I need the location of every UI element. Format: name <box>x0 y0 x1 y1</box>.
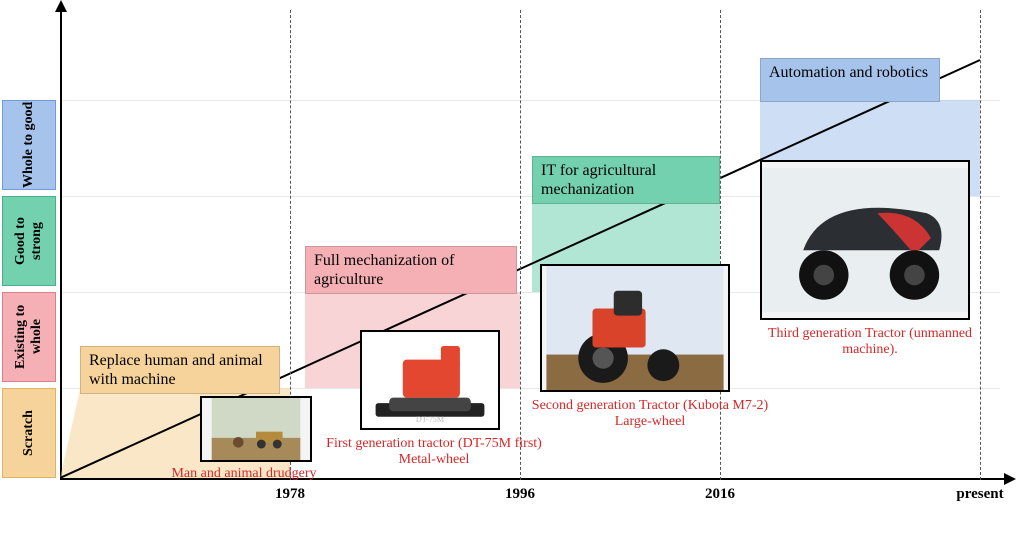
photo-first-gen: DT-75M <box>360 330 500 430</box>
svg-text:DT-75M: DT-75M <box>416 415 445 424</box>
y-level-whole: Whole to good <box>2 100 56 190</box>
x-dash <box>520 10 521 480</box>
x-dash <box>980 10 981 480</box>
step-scratch-box: Replace human and animal with machine <box>80 346 280 394</box>
y-level-good: Good to strong <box>2 196 56 286</box>
x-tick-label: present <box>956 486 1003 503</box>
x-tick-label: 1996 <box>505 486 535 503</box>
photo-third-gen <box>760 160 970 320</box>
cap-second-gen: Second generation Tractor (Kubota M7-2) … <box>530 398 770 430</box>
y-level-existing: Existing to whole <box>2 292 56 382</box>
step-whole-box: Automation and robotics <box>760 58 940 102</box>
x-tick-label: 1978 <box>275 486 305 503</box>
photo-man-animal <box>200 396 312 462</box>
cap-man-animal: Man and animal drudgery <box>144 466 344 482</box>
timeline-chart: ScratchExisting to wholeGood to strongWh… <box>60 10 1010 510</box>
step-existing-box: Full mechanization of agriculture <box>305 246 517 294</box>
x-tick-label: 2016 <box>705 486 735 503</box>
cap-first-gen: First generation tractor (DT-75M first) … <box>316 436 552 468</box>
y-axis <box>60 10 62 480</box>
cap-third-gen: Third generation Tractor (unmanned machi… <box>760 326 980 358</box>
step-good-box: IT for agricultural mechanization <box>532 156 720 204</box>
photo-second-gen <box>540 264 730 392</box>
y-level-scratch: Scratch <box>2 388 56 478</box>
